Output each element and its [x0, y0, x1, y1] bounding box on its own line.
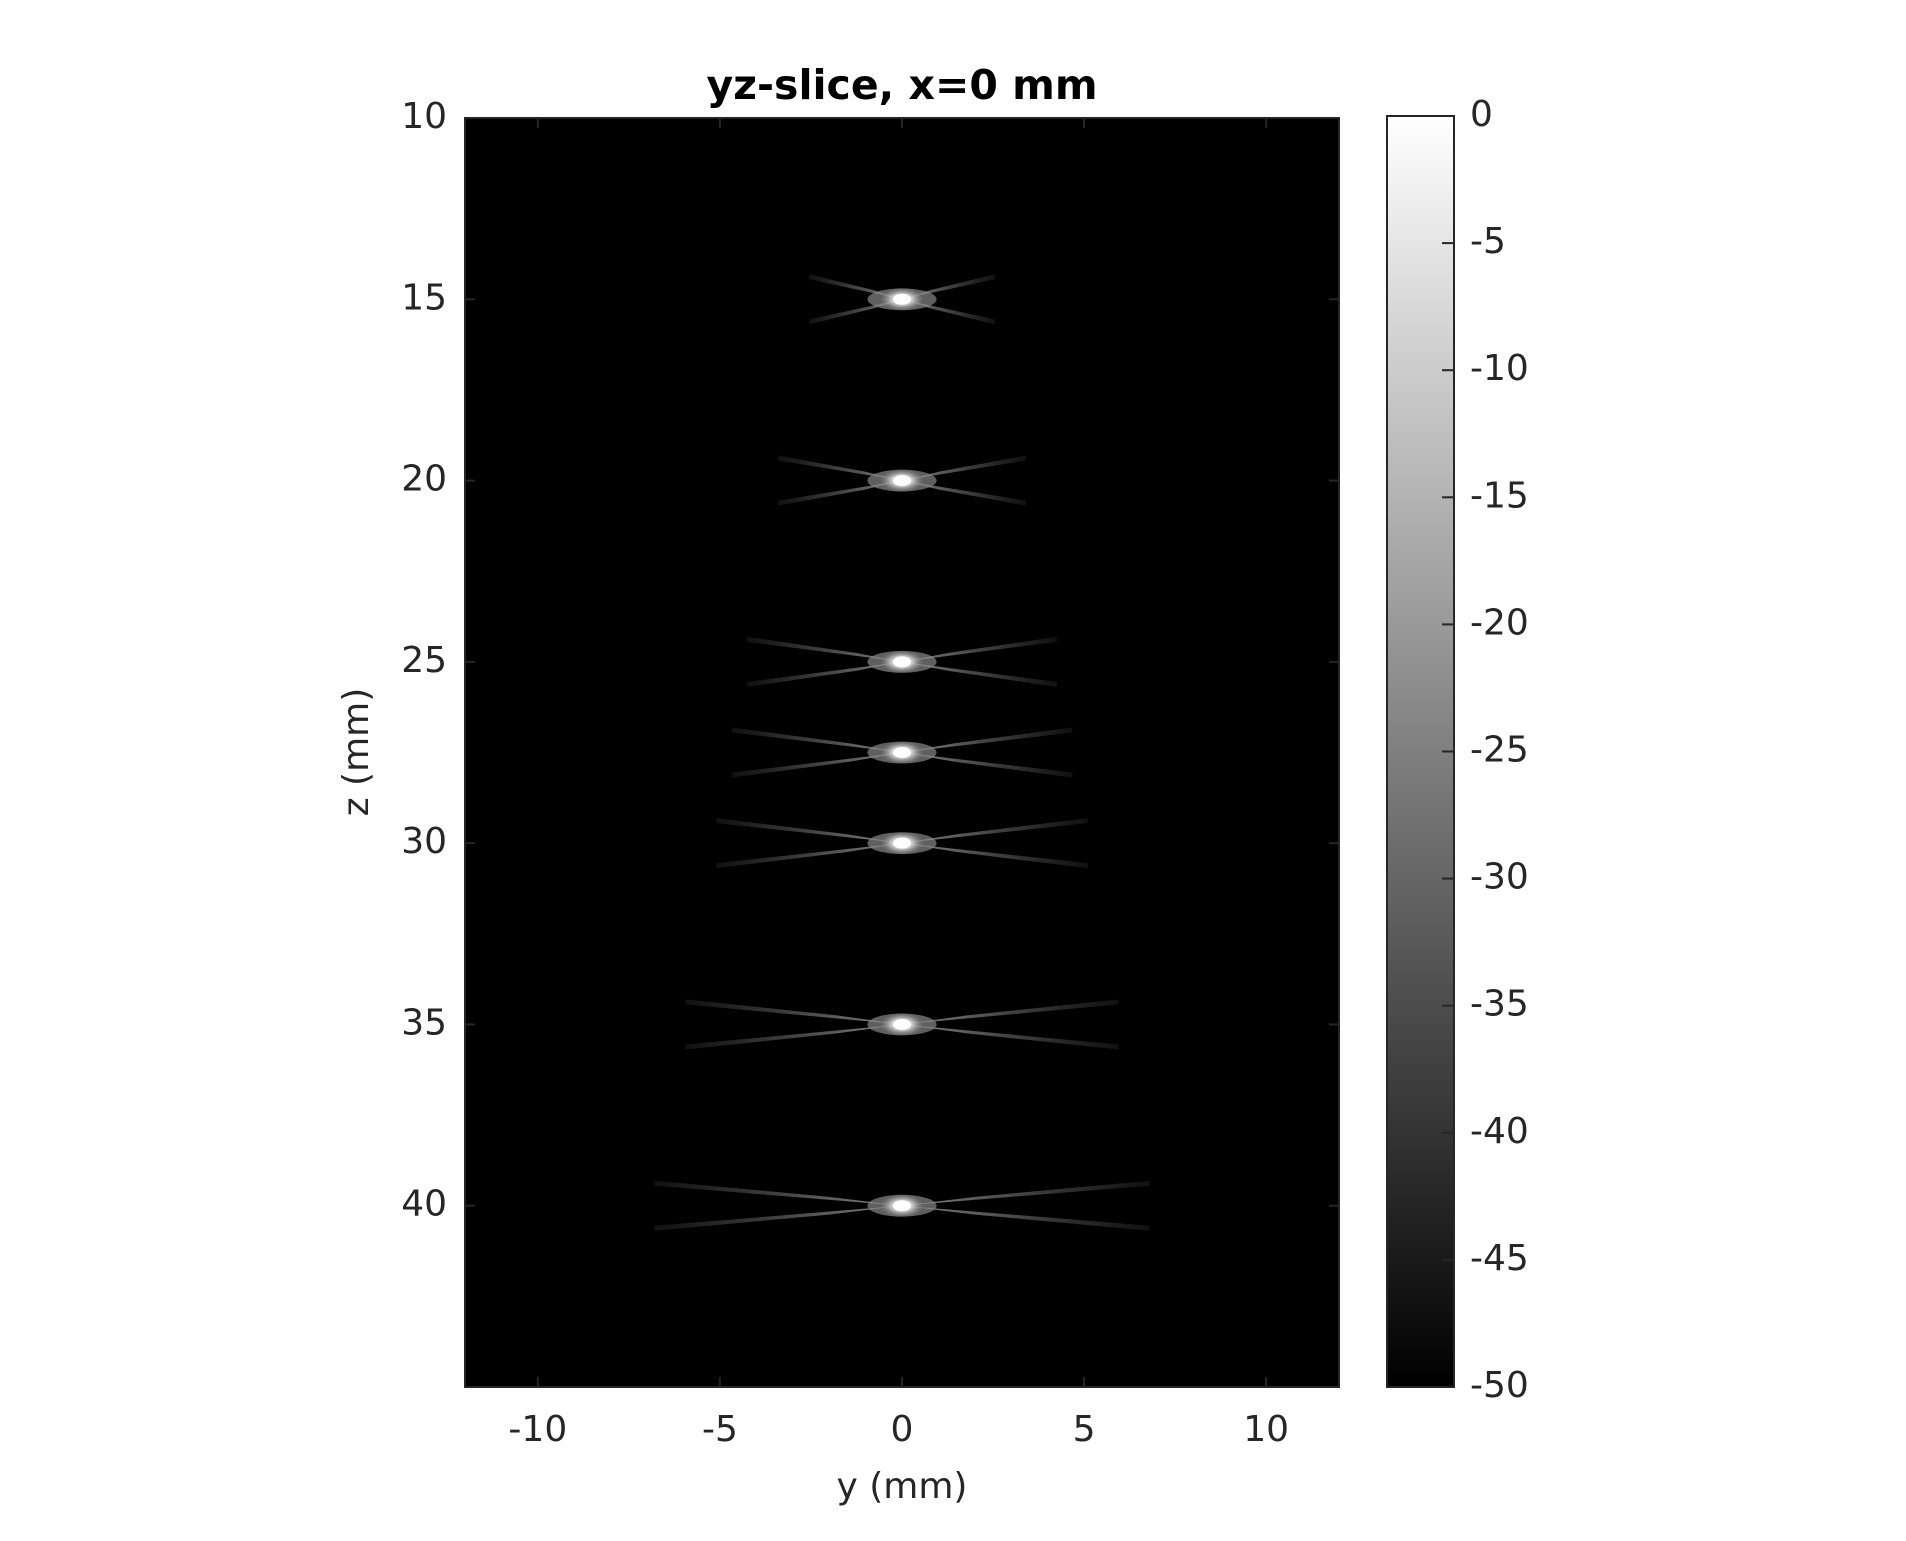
target-sidelobe	[902, 1205, 1150, 1231]
x-tick-label: 0	[891, 1409, 914, 1450]
target-sidelobe	[902, 1024, 1119, 1050]
colorbar-tick-label: -15	[1470, 475, 1529, 516]
colorbar-tick-label: -25	[1470, 730, 1529, 771]
y-tick-label: 10	[401, 96, 447, 137]
colorbar-tick-label: 0	[1470, 94, 1493, 135]
target-peak-center	[892, 293, 912, 305]
target-sidelobe	[747, 661, 902, 687]
point-target	[685, 999, 1119, 1050]
target-sidelobe	[902, 661, 1057, 687]
colorbar-tick-label: -30	[1470, 857, 1529, 898]
colorbar-tick-label: -20	[1470, 602, 1529, 643]
x-tick-label: 5	[1073, 1409, 1096, 1450]
chart-title: yz-slice, x=0 mm	[706, 61, 1097, 109]
target-sidelobe	[716, 818, 902, 844]
point-target	[731, 727, 1073, 778]
colorbar-tick-label: -45	[1470, 1238, 1529, 1279]
y-tick-label: 40	[401, 1184, 447, 1225]
target-sidelobe	[902, 636, 1057, 662]
target-sidelobe	[778, 480, 902, 506]
target-peak-center	[892, 656, 912, 668]
point-target	[654, 1180, 1150, 1231]
colorbar-tick-label: -10	[1470, 348, 1529, 389]
target-peak-center	[892, 837, 912, 849]
colorbar-tick-label: -50	[1470, 1365, 1529, 1406]
colorbar-tick-label: -40	[1470, 1111, 1529, 1152]
target-peak-center	[892, 1018, 912, 1030]
target-sidelobe	[902, 727, 1073, 753]
target-sidelobe	[731, 752, 902, 778]
target-sidelobe	[731, 727, 902, 753]
target-sidelobe	[685, 999, 902, 1025]
y-tick-label: 20	[401, 459, 447, 500]
target-sidelobe	[902, 455, 1026, 481]
x-axis-label: y (mm)	[837, 1466, 968, 1507]
target-peak-center	[892, 475, 912, 487]
x-tick-label: -5	[702, 1409, 738, 1450]
target-sidelobe	[902, 752, 1073, 778]
colorbar-tick-label: -5	[1470, 221, 1506, 262]
x-tick-label: -10	[508, 1409, 567, 1450]
target-sidelobe	[902, 818, 1088, 844]
target-peak-center	[892, 1200, 912, 1212]
point-target	[747, 636, 1057, 687]
target-sidelobe	[654, 1180, 902, 1206]
target-sidelobe	[747, 636, 902, 662]
target-sidelobe	[778, 455, 902, 481]
target-sidelobe	[902, 843, 1088, 869]
y-axis-label: z (mm)	[336, 688, 377, 817]
target-sidelobe	[685, 1024, 902, 1050]
target-peak-center	[892, 747, 912, 758]
target-sidelobe	[654, 1205, 902, 1231]
y-tick-label: 35	[401, 1002, 447, 1043]
point-target	[778, 455, 1026, 506]
y-tick-label: 25	[401, 640, 447, 681]
point-target	[716, 818, 1088, 869]
colorbar-tick-label: -35	[1470, 984, 1529, 1025]
point-target	[809, 274, 995, 325]
y-tick-label: 15	[401, 277, 447, 318]
target-sidelobe	[902, 999, 1119, 1025]
x-tick-label: 10	[1243, 1409, 1289, 1450]
target-sidelobe	[716, 843, 902, 869]
y-tick-label: 30	[401, 821, 447, 862]
target-sidelobe	[902, 480, 1026, 506]
target-sidelobe	[902, 1180, 1150, 1206]
